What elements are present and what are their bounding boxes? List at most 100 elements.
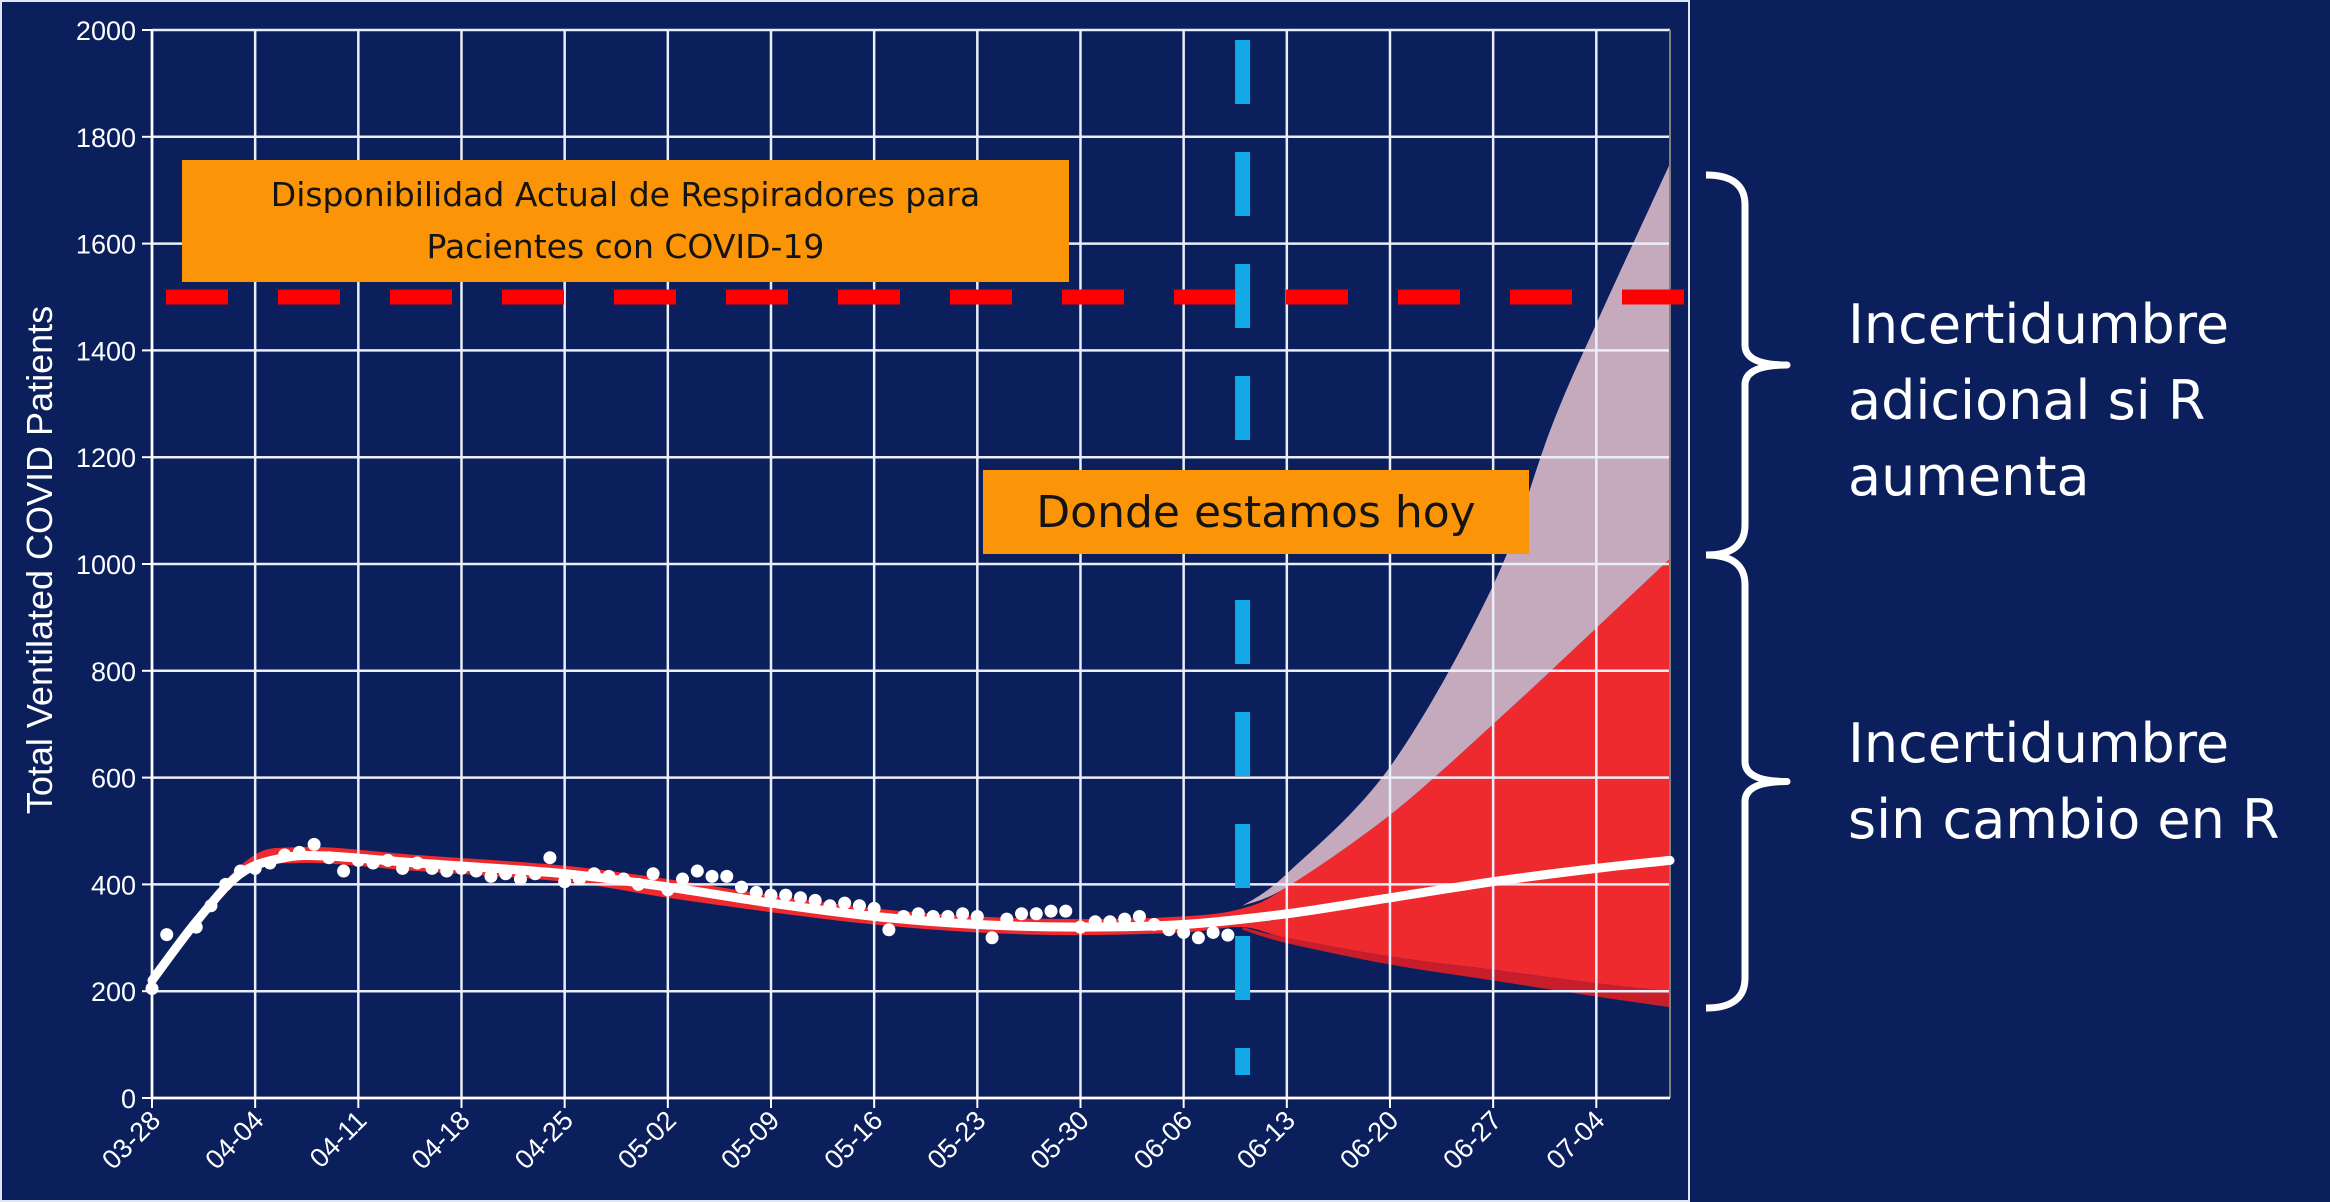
observed-point — [956, 907, 970, 921]
observed-point — [454, 861, 468, 875]
observed-point — [911, 907, 925, 921]
y-tick-label: 200 — [91, 977, 136, 1007]
observed-point — [720, 869, 734, 883]
series-lines — [145, 837, 1675, 996]
observed-point — [499, 867, 513, 881]
observed-point — [926, 909, 940, 923]
uncertainty-r-increase-label: Incertidumbre adicional si R aumenta — [1848, 293, 2230, 508]
observed-point — [381, 853, 395, 867]
observed-point — [1088, 915, 1102, 929]
observed-point — [1147, 917, 1161, 931]
band-r-increase — [1242, 163, 1670, 906]
x-tick-label: 04-18 — [406, 1105, 476, 1175]
observed-point — [425, 861, 439, 875]
x-tick-label: 06-27 — [1437, 1105, 1507, 1175]
observed-point — [690, 864, 704, 878]
observed-point — [867, 901, 881, 915]
uncertainty-no-change-label: Incertidumbre sin cambio en R — [1848, 712, 2280, 851]
observed-point — [1015, 907, 1029, 921]
observed-point — [1118, 912, 1132, 926]
observed-point — [1206, 925, 1220, 939]
observed-point — [779, 888, 793, 902]
y-tick-label: 400 — [91, 870, 136, 900]
x-tick-label: 04-11 — [304, 1105, 373, 1174]
observed-point — [278, 848, 292, 862]
observed-point — [1029, 907, 1043, 921]
observed-point — [808, 893, 822, 907]
x-tick-label: 05-02 — [612, 1105, 682, 1175]
observed-point — [1191, 931, 1205, 945]
observed-point — [735, 880, 749, 894]
observed-point — [189, 920, 203, 934]
y-tick-label: 2000 — [76, 16, 136, 46]
observed-point — [764, 888, 778, 902]
observed-point — [897, 909, 911, 923]
observed-point — [322, 851, 336, 865]
observed-point — [1162, 923, 1176, 937]
observed-point — [1000, 912, 1014, 926]
y-tick-label: 1400 — [76, 336, 136, 366]
observed-point — [676, 872, 690, 886]
observed-point — [469, 864, 483, 878]
observed-point — [1132, 909, 1146, 923]
observed-point — [410, 856, 424, 870]
y-axis-label: Total Ventilated COVID Patients — [19, 306, 60, 814]
y-tick-label: 800 — [91, 657, 136, 687]
observed-point — [160, 928, 174, 942]
observed-point — [749, 885, 763, 899]
observed-point — [572, 872, 586, 886]
band-no-change — [152, 558, 1670, 992]
observed-point — [145, 982, 159, 996]
x-tick-label: 04-04 — [199, 1105, 269, 1175]
observed-point — [307, 837, 321, 851]
observed-point — [646, 867, 660, 881]
reference-lines — [166, 40, 1684, 1075]
uncertainty-bands — [152, 163, 1670, 1008]
x-tick-label: 05-30 — [1025, 1105, 1095, 1175]
braces — [1705, 171, 1791, 1012]
observed-point — [292, 845, 306, 859]
observed-point — [248, 861, 262, 875]
observed-point — [204, 899, 218, 913]
y-tick-label: 1800 — [76, 123, 136, 153]
observed-point — [1044, 904, 1058, 918]
observed-point — [263, 856, 277, 870]
observed-point — [337, 864, 351, 878]
observed-point — [440, 864, 454, 878]
today-annotation: Donde estamos hoy — [983, 470, 1529, 554]
y-tick-label: 1200 — [76, 443, 136, 473]
capacity-annotation: Disponibilidad Actual de Respiradores pa… — [182, 160, 1069, 282]
observed-point — [823, 899, 837, 913]
observed-point — [631, 877, 645, 891]
observed-point — [558, 875, 572, 889]
y-tick-label: 600 — [91, 764, 136, 794]
x-tick-label: 06-06 — [1128, 1105, 1198, 1175]
band-lower-tail — [1242, 927, 1670, 1008]
observed-point — [219, 877, 233, 891]
x-tick-label: 05-09 — [715, 1105, 785, 1175]
observed-point — [484, 869, 498, 883]
observed-point — [852, 899, 866, 913]
x-tick-label: 03-28 — [96, 1105, 166, 1175]
x-tick-label: 04-25 — [509, 1105, 579, 1175]
y-tick-label: 0 — [121, 1084, 136, 1114]
observed-point — [793, 891, 807, 905]
observed-point — [1073, 920, 1087, 934]
observed-point — [1221, 928, 1235, 942]
brace-no-change — [1705, 551, 1791, 1012]
observed-point — [1059, 904, 1073, 918]
observed-point — [985, 931, 999, 945]
observed-point — [396, 861, 410, 875]
observed-point — [513, 872, 527, 886]
observed-point — [882, 923, 896, 937]
brace-r-increase — [1705, 171, 1791, 559]
y-tick-label: 1000 — [76, 550, 136, 580]
observed-point — [351, 853, 365, 867]
observed-point — [970, 909, 984, 923]
observed-point — [528, 867, 542, 881]
x-tick-label: 06-13 — [1231, 1105, 1301, 1175]
observed-point — [366, 856, 380, 870]
x-tick-label: 05-16 — [818, 1105, 888, 1175]
x-tick-label: 07-04 — [1540, 1105, 1610, 1175]
